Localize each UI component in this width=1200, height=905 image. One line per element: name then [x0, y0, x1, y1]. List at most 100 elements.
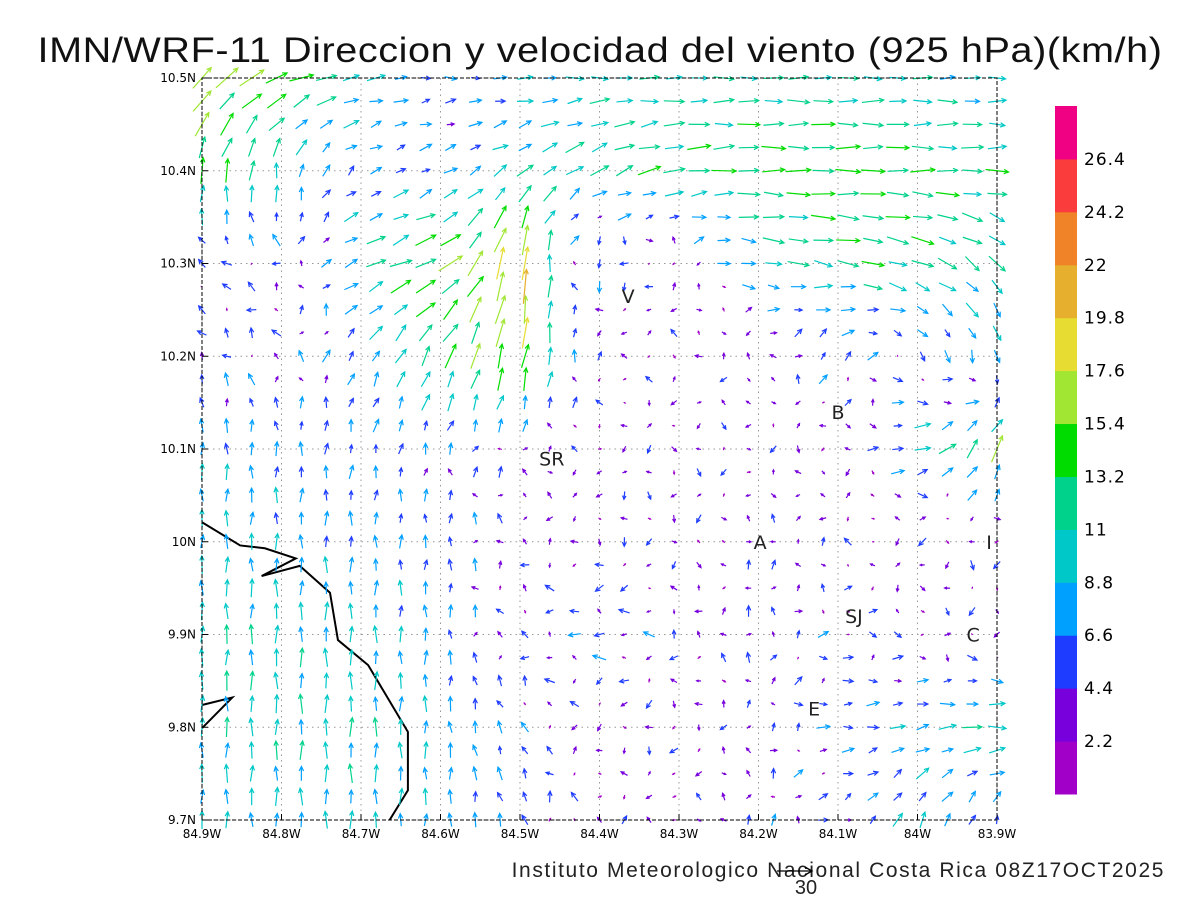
- wind-vector: [965, 99, 980, 103]
- wind-vector: [349, 166, 354, 175]
- wind-vector: [646, 239, 653, 242]
- wind-vector: [862, 98, 884, 102]
- wind-vector: [746, 541, 751, 543]
- wind-vector: [373, 398, 379, 407]
- wind-vector-head: [773, 424, 774, 425]
- wind-vector: [872, 541, 873, 542]
- wind-vector: [665, 191, 683, 196]
- wind-vector-shaft: [861, 170, 885, 171]
- wind-vector: [771, 541, 776, 543]
- wind-vector: [670, 656, 678, 660]
- wind-vector: [618, 214, 631, 220]
- wind-vector: [296, 120, 308, 129]
- wind-vector-head: [600, 448, 601, 449]
- wind-vector: [820, 424, 826, 427]
- wind-vector: [868, 771, 878, 775]
- wind-vector: [845, 448, 850, 450]
- wind-vector: [697, 794, 701, 801]
- wind-vector: [448, 790, 452, 804]
- wind-vector: [344, 121, 359, 128]
- wind-vector: [325, 376, 328, 383]
- wind-vector: [522, 318, 529, 348]
- wind-vector-shaft: [251, 742, 252, 758]
- wind-vector-shaft: [519, 186, 531, 202]
- wind-vector: [672, 447, 677, 452]
- wind-vector: [723, 587, 725, 589]
- wind-vector: [917, 702, 928, 706]
- wind-vector: [249, 161, 255, 180]
- wind-vector: [573, 397, 577, 407]
- wind-vector: [423, 605, 427, 617]
- wind-vector: [300, 306, 304, 314]
- wind-vector: [524, 494, 526, 497]
- wind-vector: [275, 309, 278, 311]
- wind-vector: [648, 518, 651, 519]
- wind-vector: [623, 446, 626, 452]
- wind-vector: [324, 444, 328, 455]
- wind-vector: [497, 540, 503, 543]
- wind-vector-head: [847, 378, 848, 380]
- wind-vector: [623, 237, 626, 245]
- wind-vector: [250, 512, 254, 524]
- wind-vector: [596, 308, 603, 311]
- wind-vector: [967, 702, 978, 706]
- wind-vector: [843, 725, 852, 729]
- wind-vector: [917, 306, 928, 313]
- wind-vector: [300, 378, 304, 381]
- wind-vector-shaft: [524, 296, 525, 324]
- wind-vector: [548, 702, 552, 706]
- wind-vector: [620, 262, 628, 266]
- wind-vector: [796, 375, 800, 384]
- wind-vector: [300, 489, 304, 503]
- wind-vector-shaft: [813, 170, 834, 171]
- wind-vector: [573, 329, 577, 337]
- wind-vector: [521, 563, 530, 567]
- wind-vector: [970, 541, 975, 543]
- wind-vector: [691, 191, 706, 197]
- wind-vector: [697, 402, 701, 404]
- wind-vector: [967, 467, 977, 477]
- wind-vector: [299, 467, 303, 477]
- wind-vector: [299, 674, 303, 688]
- wind-vector: [795, 355, 802, 358]
- wind-vector: [647, 471, 652, 473]
- wind-vector: [837, 215, 858, 221]
- wind-vector: [299, 720, 303, 735]
- wind-vector: [497, 396, 504, 410]
- wind-vector: [969, 791, 975, 802]
- wind-vector: [324, 490, 328, 500]
- wind-vector: [770, 332, 776, 335]
- wind-vector-shaft: [468, 251, 483, 276]
- wind-vector: [689, 122, 710, 126]
- wind-vector: [349, 512, 353, 526]
- colorbar-label: 26.4: [1084, 150, 1126, 170]
- wind-vector: [370, 145, 382, 149]
- wind-vector: [913, 215, 932, 219]
- x-tick-label: 83.9W: [978, 827, 1017, 841]
- wind-vector: [448, 722, 452, 733]
- place-label: B: [831, 402, 844, 424]
- wind-vector: [944, 401, 951, 404]
- wind-vector: [299, 694, 303, 713]
- wind-vector: [939, 444, 956, 453]
- wind-vector-shaft: [470, 297, 481, 322]
- wind-vector: [468, 209, 482, 226]
- wind-vector: [871, 564, 875, 566]
- wind-vector: [294, 95, 309, 107]
- wind-vector: [541, 121, 558, 126]
- wind-vector: [794, 702, 803, 706]
- wind-vector: [843, 772, 853, 776]
- wind-vector: [862, 261, 884, 266]
- wind-vector: [673, 726, 675, 729]
- wind-vector: [494, 121, 506, 128]
- wind-vector: [598, 216, 602, 218]
- wind-vector: [673, 283, 676, 290]
- wind-vector: [399, 560, 403, 569]
- colorbar-swatch: [1055, 318, 1077, 371]
- wind-vector: [942, 748, 953, 752]
- wind-vector: [821, 564, 825, 566]
- wind-vector: [275, 695, 279, 713]
- wind-vector: [548, 230, 552, 250]
